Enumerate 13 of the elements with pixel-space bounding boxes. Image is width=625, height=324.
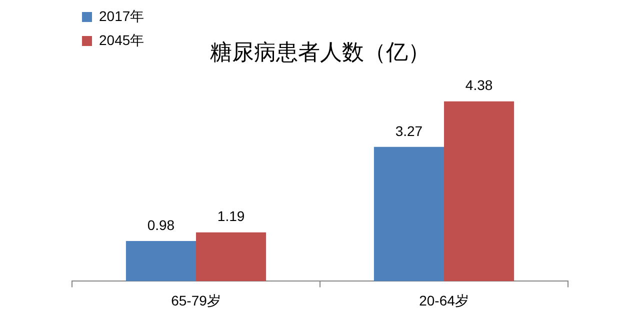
x-tick-label: 65-79岁 — [171, 292, 221, 308]
data-label: 0.98 — [147, 216, 175, 233]
data-label: 1.19 — [217, 208, 245, 224]
bar — [126, 240, 196, 282]
bar — [374, 146, 444, 282]
chart-title: 糖尿病患者人数（亿） — [210, 39, 430, 64]
data-label: 3.27 — [395, 122, 423, 139]
bar — [196, 232, 266, 282]
legend-label: 2045年 — [99, 32, 144, 48]
legend-label: 2017年 — [99, 8, 144, 24]
data-label: 4.38 — [465, 77, 493, 94]
x-tick-label: 20-64岁 — [419, 292, 469, 308]
bar — [444, 101, 514, 282]
